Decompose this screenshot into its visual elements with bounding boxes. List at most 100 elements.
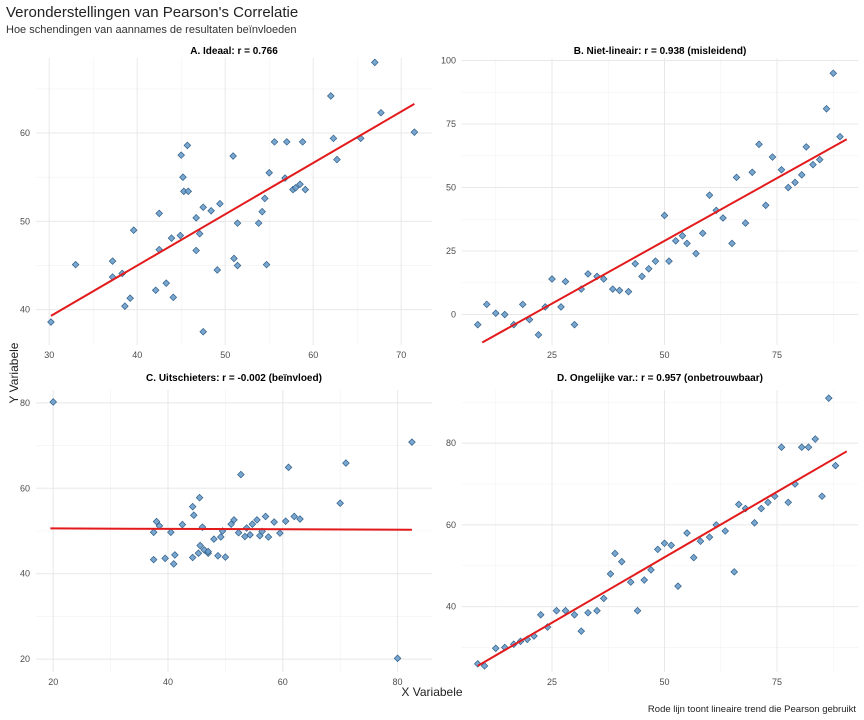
data-point	[265, 169, 273, 177]
y-tick-label: 20	[20, 654, 30, 664]
data-point	[577, 627, 586, 635]
data-point	[791, 178, 799, 187]
data-point	[408, 438, 416, 446]
y-tick-label: 40	[446, 602, 456, 612]
data-point	[327, 92, 335, 100]
data-point	[270, 138, 279, 146]
data-point	[755, 140, 763, 149]
data-point	[333, 155, 341, 164]
data-point	[548, 275, 556, 283]
panel-d: 25 50 75 40 60 80 D. Ongelijke var.: r = 0.957…	[446, 373, 858, 687]
data-point	[161, 554, 169, 563]
data-point	[797, 443, 806, 452]
data-point	[377, 108, 385, 117]
y-tick-label: 80	[446, 438, 456, 448]
data-point	[525, 315, 534, 324]
data-point	[248, 520, 257, 528]
data-point	[653, 545, 662, 554]
data-point	[624, 287, 633, 296]
y-tick-label: 50	[20, 216, 30, 226]
data-point	[482, 300, 491, 309]
trend-line	[50, 527, 412, 531]
data-point	[192, 246, 200, 255]
data-point	[108, 257, 117, 265]
data-point	[194, 549, 203, 558]
data-point	[234, 528, 243, 537]
data-point	[748, 168, 757, 177]
data-point	[728, 239, 736, 248]
trend-line	[50, 103, 415, 317]
data-point	[750, 519, 759, 527]
data-point	[518, 300, 527, 309]
panel-title: D. Ongelijke var.: r = 0.957 (onbetrouwb…	[557, 373, 763, 384]
y-tick-label: 80	[20, 398, 30, 408]
y-tick-label: 25	[446, 246, 456, 256]
data-point	[233, 219, 242, 227]
data-point	[162, 279, 171, 287]
data-point	[270, 518, 278, 526]
y-tick-label: 40	[20, 569, 30, 579]
data-point	[678, 231, 687, 240]
x-tick-label: 20	[48, 677, 58, 687]
data-point	[777, 443, 786, 452]
data-point	[207, 206, 215, 215]
data-point	[644, 265, 653, 273]
data-point	[261, 512, 270, 521]
data-point	[155, 209, 163, 218]
data-point	[237, 470, 245, 479]
x-tick-label: 60	[278, 677, 288, 687]
x-tick-label: 25	[547, 350, 557, 360]
data-point	[824, 394, 833, 402]
panel-a: 30 40 50 60 70 40 50 60 A. Ideaal: r = 0.766	[20, 46, 432, 360]
x-tick-label: 50	[659, 677, 669, 687]
data-point	[336, 499, 344, 508]
data-point	[480, 662, 489, 670]
data-point	[777, 165, 786, 174]
data-point	[665, 257, 673, 265]
data-point	[393, 654, 402, 663]
x-tick-label: 70	[396, 350, 406, 360]
trend-line	[477, 450, 848, 667]
data-point	[199, 327, 207, 336]
y-tick-label: 0	[451, 310, 456, 320]
y-tick-label: 60	[20, 483, 30, 493]
data-point	[296, 180, 304, 189]
data-point	[822, 105, 831, 113]
data-point	[192, 214, 200, 222]
data-point	[831, 461, 840, 470]
data-point	[734, 500, 743, 509]
data-point	[570, 320, 579, 329]
x-tick-label: 75	[772, 677, 782, 687]
data-point	[757, 504, 766, 513]
data-point	[195, 493, 204, 502]
data-point	[683, 239, 691, 248]
data-point	[606, 570, 615, 578]
y-tick-label: 100	[441, 56, 456, 66]
data-point	[741, 504, 750, 513]
data-point	[291, 184, 300, 192]
data-point	[696, 537, 705, 546]
data-point	[761, 201, 770, 210]
data-point	[473, 320, 482, 329]
data-point	[784, 498, 793, 507]
data-point	[190, 511, 198, 519]
data-point	[296, 515, 304, 523]
data-point	[561, 277, 570, 286]
data-point	[276, 529, 284, 537]
data-point	[169, 560, 178, 568]
y-tick-label: 75	[446, 119, 456, 129]
x-tick-label: 50	[659, 350, 669, 360]
panel-title: A. Ideaal: r = 0.766	[190, 46, 278, 57]
data-point	[712, 206, 721, 215]
data-point	[281, 517, 290, 525]
data-point	[809, 160, 817, 169]
data-point	[802, 143, 811, 151]
data-point	[491, 309, 500, 318]
data-point	[188, 502, 197, 511]
data-point	[705, 191, 714, 199]
x-tick-label: 80	[393, 677, 403, 687]
data-point	[608, 285, 617, 293]
data-point	[214, 551, 222, 560]
data-point	[615, 286, 624, 295]
data-point	[674, 582, 682, 590]
